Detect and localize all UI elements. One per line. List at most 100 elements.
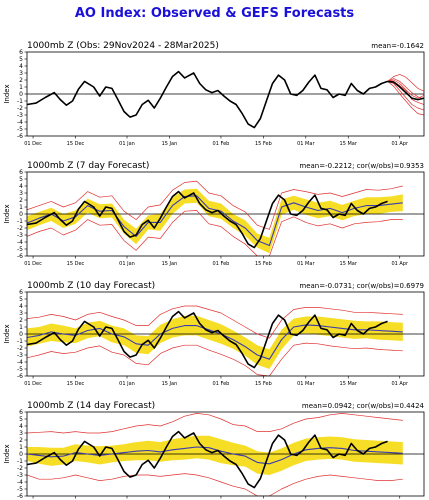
y-tick-label: 0 <box>19 331 23 338</box>
y-tick-label: -5 <box>17 246 23 253</box>
panel-title: 1000mb Z (14 day Forecast) <box>27 401 155 411</box>
observed-line <box>27 190 388 249</box>
x-tick-label: 01 Mar <box>297 141 315 147</box>
y-tick-label: 0 <box>19 211 23 218</box>
ensemble-max-line <box>27 413 403 434</box>
x-tick-label: 01 Jan <box>119 261 135 267</box>
y-tick-label: -2 <box>17 345 23 352</box>
x-tick-label: 01 Feb <box>213 261 230 267</box>
y-tick-label: 6 <box>19 289 23 296</box>
y-tick-label: -2 <box>17 105 23 112</box>
y-tick-label: 3 <box>19 70 23 77</box>
panel-stats: mean=-0.1642 <box>371 42 424 50</box>
y-axis-label: Index <box>3 324 11 343</box>
y-tick-label: 4 <box>19 63 23 70</box>
y-tick-label: 2 <box>19 77 23 84</box>
y-tick-label: -5 <box>17 126 23 133</box>
x-tick-label: 15 Mar <box>340 261 358 267</box>
y-tick-label: 6 <box>19 49 23 56</box>
observed-line <box>27 310 388 369</box>
forecast-mean-line <box>387 80 424 101</box>
x-tick-label: 01 Dec <box>24 141 42 147</box>
y-tick-label: -6 <box>17 493 23 500</box>
x-tick-label: 01 Apr <box>391 381 409 387</box>
panel-stats: mean=-0.2212; cor(w/obs)=0.9353 <box>299 162 424 170</box>
y-tick-label: -3 <box>17 352 23 359</box>
x-tick-label: 01 Dec <box>24 381 42 387</box>
y-tick-label: -3 <box>17 112 23 119</box>
y-tick-label: -2 <box>17 225 23 232</box>
y-tick-label: -4 <box>17 239 23 246</box>
y-tick-label: -4 <box>17 479 23 486</box>
x-tick-label: 15 Dec <box>67 141 85 147</box>
x-tick-label: 15 Feb <box>255 141 272 147</box>
y-tick-label: -1 <box>17 458 23 465</box>
x-tick-label: 15 Mar <box>340 141 358 147</box>
y-tick-label: 5 <box>19 56 23 63</box>
y-axis-label: Index <box>3 84 11 103</box>
x-tick-label: 15 Dec <box>67 381 85 387</box>
y-tick-label: 4 <box>19 423 23 430</box>
panel-title: 1000mb Z (Obs: 29Nov2024 - 28Mar2025) <box>27 41 219 51</box>
y-tick-label: -1 <box>17 98 23 105</box>
y-tick-label: 0 <box>19 451 23 458</box>
observed-line <box>27 70 388 129</box>
ensemble-spread-band <box>27 435 403 475</box>
ensemble-min-line <box>27 210 403 256</box>
forecast-member-line <box>387 81 424 116</box>
observed-line <box>27 430 388 489</box>
y-tick-label: -1 <box>17 218 23 225</box>
y-tick-label: -5 <box>17 486 23 493</box>
x-tick-label: 01 Feb <box>213 381 230 387</box>
x-tick-label: 15 Jan <box>162 381 178 387</box>
y-tick-label: 0 <box>19 91 23 98</box>
x-tick-label: 01 Mar <box>297 261 315 267</box>
y-tick-label: -6 <box>17 133 23 140</box>
x-tick-label: 15 Mar <box>340 381 358 387</box>
x-tick-label: 01 Apr <box>391 261 409 267</box>
ensemble-mean-line <box>27 195 403 247</box>
x-tick-label: 15 Feb <box>255 261 272 267</box>
x-tick-label: 01 Dec <box>24 261 42 267</box>
x-tick-label: 15 Dec <box>67 261 85 267</box>
y-tick-label: 1 <box>19 84 23 91</box>
forecast-member-line <box>387 81 424 111</box>
y-tick-label: 4 <box>19 303 23 310</box>
y-tick-label: 5 <box>19 416 23 423</box>
ensemble-min-line <box>27 342 403 376</box>
ensemble-max-line <box>27 180 403 230</box>
panel-stats: mean=-0.0731; cor(w/obs)=0.6979 <box>299 282 424 290</box>
y-axis-label: Index <box>3 444 11 463</box>
x-tick-label: 15 Jan <box>162 141 178 147</box>
forecast-member-line <box>387 79 424 99</box>
y-tick-label: -1 <box>17 338 23 345</box>
ensemble-mean-line <box>27 446 403 465</box>
figure-title: AO Index: Observed & GEFS Forecasts <box>74 6 355 21</box>
x-tick-label: 15 Jan <box>162 261 178 267</box>
x-tick-label: 01 Jan <box>119 381 135 387</box>
x-tick-label: 01 Feb <box>213 141 230 147</box>
y-tick-label: -2 <box>17 465 23 472</box>
ensemble-spread-band <box>27 188 403 254</box>
y-tick-label: -3 <box>17 232 23 239</box>
y-tick-label: -5 <box>17 366 23 373</box>
y-tick-label: 6 <box>19 409 23 416</box>
y-tick-label: 1 <box>19 204 23 211</box>
y-tick-label: 5 <box>19 176 23 183</box>
panel-stats: mean=0.0942; cor(w/obs)=0.4424 <box>302 402 425 410</box>
ensemble-min-line <box>27 473 403 496</box>
y-tick-label: 3 <box>19 430 23 437</box>
y-tick-label: -4 <box>17 119 23 126</box>
y-tick-label: 2 <box>19 317 23 324</box>
ensemble-spread-band <box>27 315 403 369</box>
x-tick-label: 15 Feb <box>255 381 272 387</box>
y-tick-label: 2 <box>19 437 23 444</box>
y-tick-label: -3 <box>17 472 23 479</box>
y-tick-label: 2 <box>19 197 23 204</box>
forecast-member-line <box>387 74 424 92</box>
panel-title: 1000mb Z (7 day Forecast) <box>27 161 149 171</box>
y-tick-label: 6 <box>19 169 23 176</box>
x-tick-label: 01 Mar <box>297 381 315 387</box>
panel-title: 1000mb Z (10 day Forecast) <box>27 281 155 291</box>
